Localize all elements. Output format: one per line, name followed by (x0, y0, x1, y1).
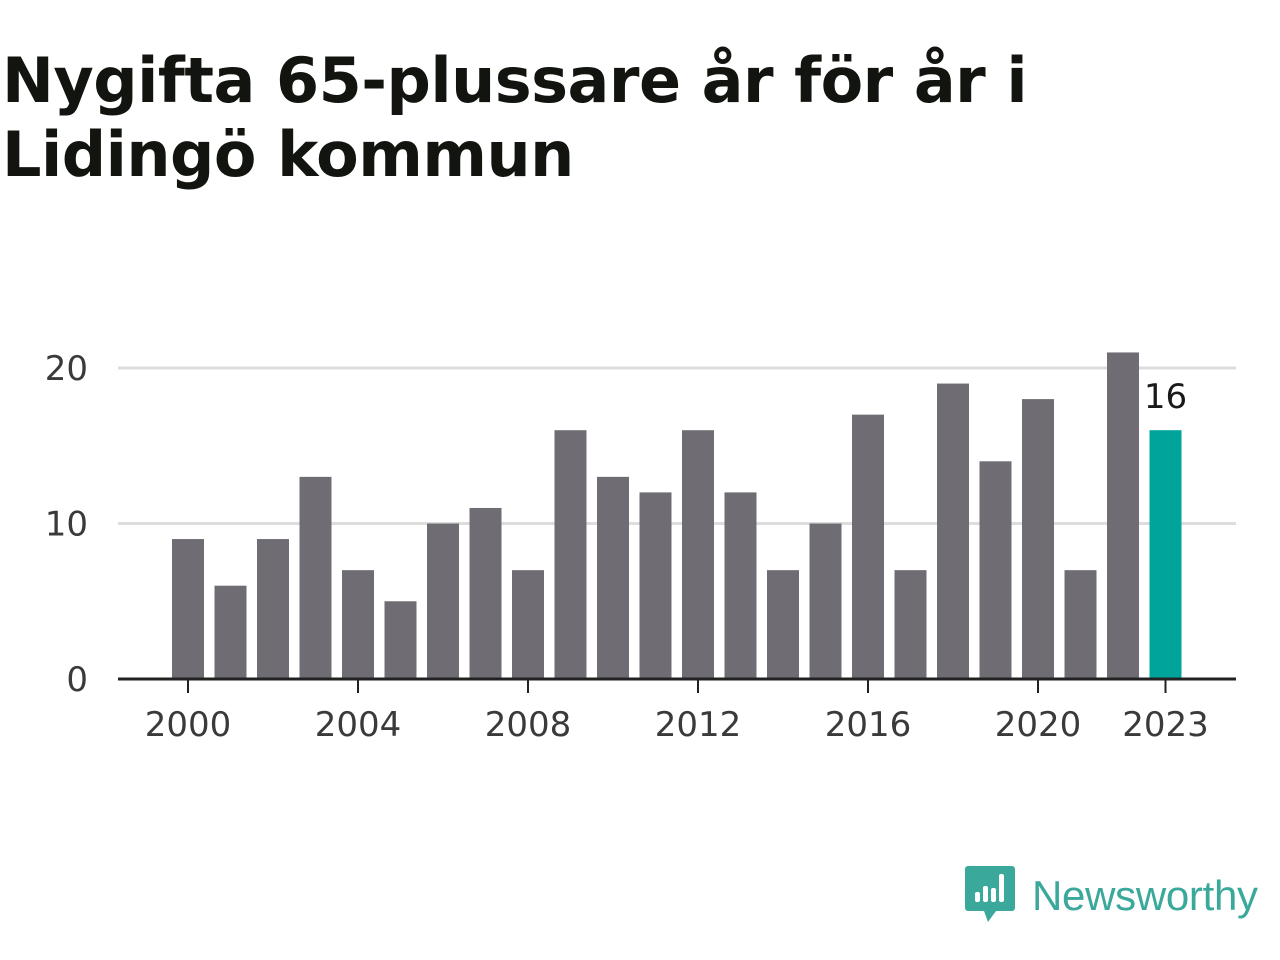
bars (172, 352, 1182, 679)
data-labels: 16 (1144, 377, 1187, 417)
bar (172, 539, 204, 679)
x-axis-ticks: 2000 2004 2008 2012 2016 2020 2023 (145, 679, 1209, 745)
bar (724, 492, 757, 679)
bar (809, 523, 842, 679)
grid-lines (118, 366, 1236, 525)
bar (682, 430, 714, 679)
data-label-2023: 16 (1144, 377, 1187, 417)
bar-highlight (1149, 430, 1182, 679)
bar (554, 430, 587, 679)
y-axis-ticks: 0 10 20 (45, 349, 88, 700)
brand-name: Newsworthy (1032, 872, 1258, 919)
x-tick-label: 2023 (1122, 705, 1209, 745)
x-tick-label: 2012 (655, 705, 742, 745)
bar (597, 476, 629, 679)
bar (342, 570, 374, 679)
bar (384, 601, 417, 679)
bar (512, 570, 544, 679)
x-tick-label: 2008 (485, 705, 572, 745)
bar (852, 414, 884, 679)
bar (299, 476, 332, 679)
x-tick-label: 2000 (145, 705, 232, 745)
brand-logo: Newsworthy (964, 864, 1258, 928)
bar (767, 570, 799, 679)
bar (894, 570, 927, 679)
newsworthy-logo-icon (964, 864, 1016, 928)
chart-title: Nygifta 65-plussare år för år i Lidingö … (2, 44, 1028, 191)
x-tick-label: 2020 (995, 705, 1082, 745)
bar (427, 523, 459, 679)
bar (257, 539, 289, 679)
bar (1064, 570, 1097, 679)
y-tick-label: 20 (45, 349, 88, 389)
bar (1022, 399, 1054, 679)
x-tick-label: 2016 (825, 705, 912, 745)
bar (937, 383, 969, 679)
x-tick-label: 2004 (315, 705, 402, 745)
y-tick-label: 10 (45, 505, 88, 545)
y-tick-label: 0 (66, 660, 88, 700)
bar (214, 585, 247, 679)
bar (639, 492, 672, 679)
bar (979, 461, 1012, 679)
bar (1107, 352, 1139, 679)
bar (469, 507, 502, 679)
